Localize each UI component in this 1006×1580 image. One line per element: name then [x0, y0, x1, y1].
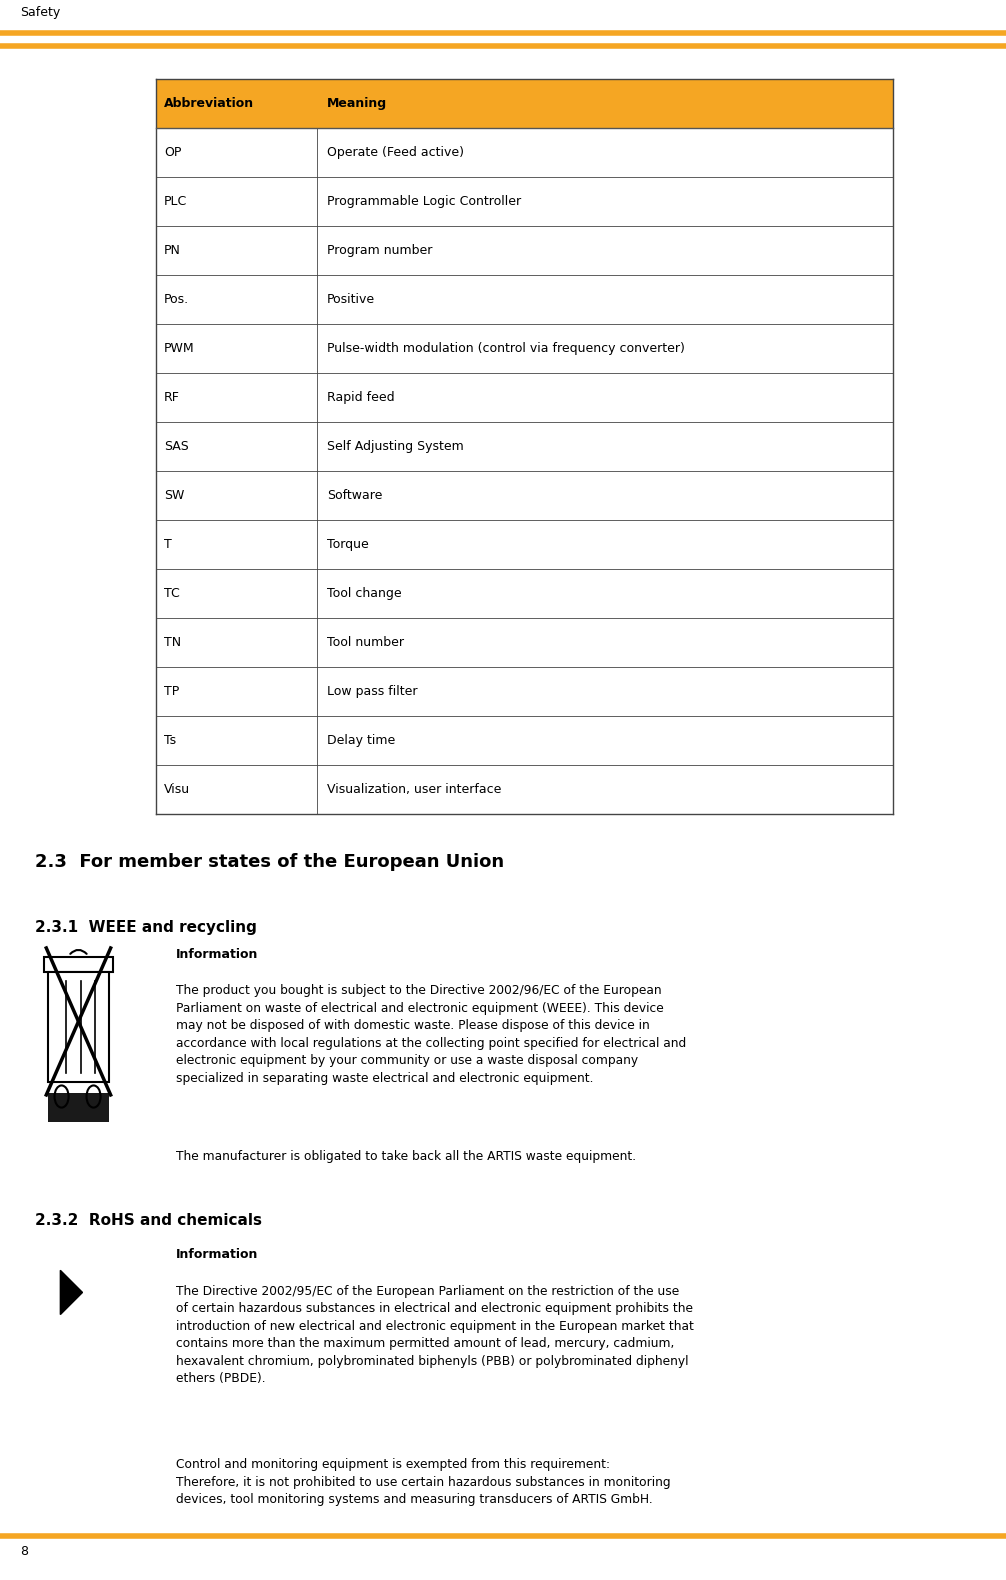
- Text: PN: PN: [164, 243, 181, 258]
- Text: Self Adjusting System: Self Adjusting System: [327, 439, 464, 453]
- Text: Torque: Torque: [327, 537, 369, 551]
- Text: Programmable Logic Controller: Programmable Logic Controller: [327, 194, 521, 209]
- Text: Information: Information: [176, 1248, 259, 1261]
- Text: Tool change: Tool change: [327, 586, 401, 600]
- Text: Operate (Feed active): Operate (Feed active): [327, 145, 464, 160]
- Text: Control and monitoring equipment is exempted from this requirement:
Therefore, i: Control and monitoring equipment is exem…: [176, 1458, 671, 1506]
- Text: 8: 8: [20, 1545, 28, 1558]
- Text: PLC: PLC: [164, 194, 187, 209]
- Text: Pos.: Pos.: [164, 292, 189, 307]
- Text: TC: TC: [164, 586, 180, 600]
- Text: Tool number: Tool number: [327, 635, 404, 649]
- Text: SW: SW: [164, 488, 184, 502]
- Text: SAS: SAS: [164, 439, 189, 453]
- Text: RF: RF: [164, 390, 180, 404]
- Text: Rapid feed: Rapid feed: [327, 390, 394, 404]
- Text: PWM: PWM: [164, 341, 194, 356]
- Text: Delay time: Delay time: [327, 733, 395, 747]
- Text: Pulse-width modulation (control via frequency converter): Pulse-width modulation (control via freq…: [327, 341, 685, 356]
- Bar: [44, 957, 113, 972]
- Text: The product you bought is subject to the Directive 2002/96/EC of the European
Pa: The product you bought is subject to the…: [176, 984, 686, 1085]
- Text: OP: OP: [164, 145, 181, 160]
- Text: Abbreviation: Abbreviation: [164, 96, 255, 111]
- Text: Visu: Visu: [164, 782, 190, 796]
- Bar: [48, 1093, 109, 1122]
- Text: Program number: Program number: [327, 243, 433, 258]
- Polygon shape: [60, 1270, 82, 1315]
- Text: Software: Software: [327, 488, 382, 502]
- Text: Visualization, user interface: Visualization, user interface: [327, 782, 501, 796]
- Text: Positive: Positive: [327, 292, 375, 307]
- Text: Ts: Ts: [164, 733, 176, 747]
- Text: Low pass filter: Low pass filter: [327, 684, 417, 698]
- Bar: [48, 972, 109, 1082]
- Text: The manufacturer is obligated to take back all the ARTIS waste equipment.: The manufacturer is obligated to take ba…: [176, 1150, 636, 1163]
- Text: The Directive 2002/95/EC of the European Parliament on the restriction of the us: The Directive 2002/95/EC of the European…: [176, 1285, 694, 1386]
- Text: Information: Information: [176, 948, 259, 961]
- Text: 2.3.2  RoHS and chemicals: 2.3.2 RoHS and chemicals: [35, 1213, 263, 1228]
- Text: Meaning: Meaning: [327, 96, 387, 111]
- Text: T: T: [164, 537, 172, 551]
- Text: TP: TP: [164, 684, 179, 698]
- Text: 2.3.1  WEEE and recycling: 2.3.1 WEEE and recycling: [35, 920, 258, 934]
- Bar: [156, 79, 893, 128]
- Text: Safety: Safety: [20, 5, 60, 19]
- Text: 2.3  For member states of the European Union: 2.3 For member states of the European Un…: [35, 853, 504, 871]
- Text: TN: TN: [164, 635, 181, 649]
